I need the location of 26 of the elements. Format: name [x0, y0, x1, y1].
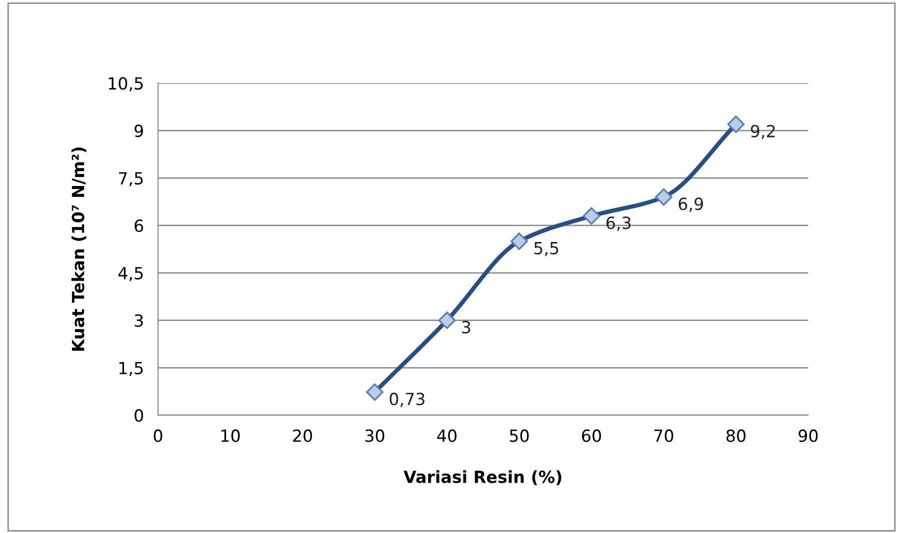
x-tick-label: 10: [221, 429, 240, 442]
x-tick-label: 70: [654, 429, 674, 442]
data-label: 0,73: [390, 392, 424, 407]
y-tick-label: 3: [134, 314, 143, 327]
x-tick-label: 20: [293, 429, 312, 442]
x-tick-label: 50: [510, 429, 529, 442]
data-label: 9,2: [750, 124, 775, 140]
y-axis-title: Kuat Tekan (10⁷ N/m²): [71, 148, 86, 351]
x-tick-label: 40: [437, 429, 456, 442]
y-tick-label: 10,5: [108, 77, 143, 92]
x-tick-label: 90: [798, 429, 818, 442]
y-tick-label: 0: [134, 409, 144, 422]
x-tick-label: 60: [582, 429, 601, 442]
data-label: 6,9: [678, 198, 703, 212]
x-axis-title: Variasi Resin (%): [404, 470, 562, 486]
y-tick-label: 4,5: [118, 267, 143, 282]
y-tick-label: 7,5: [119, 172, 143, 186]
x-tick-label: 80: [726, 429, 746, 442]
data-label: 6,3: [606, 216, 631, 231]
y-tick-label: 9: [134, 124, 143, 138]
x-tick-label: 30: [365, 429, 384, 442]
data-label: 3: [462, 320, 470, 334]
data-label: 5,5: [534, 242, 558, 256]
y-tick-label: 1,5: [119, 362, 143, 376]
y-tick-label: 6: [134, 219, 144, 232]
x-tick-label: 0: [154, 429, 162, 442]
